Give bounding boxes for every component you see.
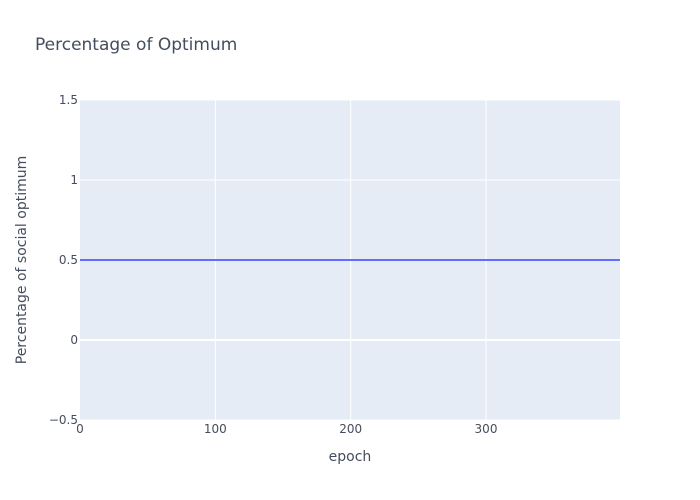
x-axis-title: epoch bbox=[329, 449, 372, 465]
y-tick-label: 1.5 bbox=[59, 93, 78, 107]
x-tick-label: 300 bbox=[475, 422, 498, 436]
x-tick-label: 200 bbox=[339, 422, 362, 436]
y-tick-label: 0.5 bbox=[59, 253, 78, 267]
y-tick-label: −0.5 bbox=[49, 413, 78, 427]
tick-labels: −0.500.511.50 100 200 300 bbox=[49, 93, 498, 436]
y-tick-label: 1 bbox=[70, 173, 78, 187]
y-tick-label: 0 bbox=[70, 333, 78, 347]
x-tick-label: 100 bbox=[204, 422, 227, 436]
chart-title: Percentage of Optimum bbox=[35, 35, 237, 55]
y-axis-title: Percentage of social optimum bbox=[14, 156, 30, 365]
x-tick-label: 0 bbox=[76, 422, 84, 436]
